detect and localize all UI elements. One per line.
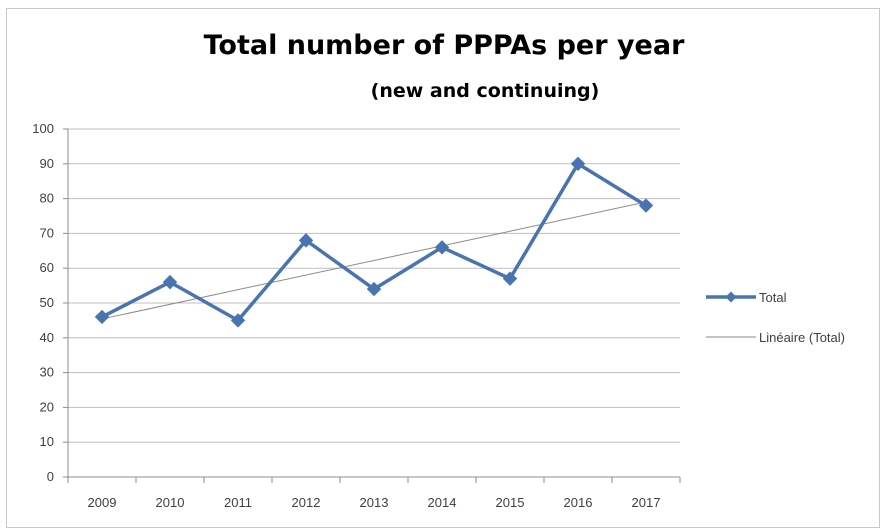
chart-title: Total number of PPPAs per year — [203, 30, 685, 61]
legend-label-trendline: Linéaire (Total) — [759, 330, 845, 345]
data-point — [434, 240, 450, 255]
y-tick-label: 20 — [40, 399, 54, 414]
y-tick-label: 40 — [40, 330, 54, 345]
trendline — [101, 201, 647, 320]
data-point — [298, 233, 314, 248]
data-point — [638, 198, 654, 213]
x-tick-label: 2015 — [496, 495, 525, 510]
legend-label-total: Total — [759, 290, 787, 305]
x-tick-label: 2014 — [428, 495, 457, 510]
y-tick-label: 100 — [32, 121, 54, 136]
x-tick-label: 2009 — [88, 495, 117, 510]
data-point — [162, 274, 178, 290]
y-tick-label: 70 — [40, 225, 54, 240]
y-tick-label: 50 — [40, 295, 54, 310]
x-axis: 2009 2010 2011 2012 2013 2014 2015 2016 2017 — [67, 477, 681, 510]
data-point — [570, 156, 586, 172]
gridlines — [68, 128, 680, 478]
x-tick-label: 2012 — [292, 495, 321, 510]
data-point — [230, 313, 246, 328]
legend: Total Linéaire (Total) — [706, 290, 845, 345]
y-tick-label: 10 — [40, 434, 54, 449]
x-tick-label: 2017 — [632, 495, 661, 510]
series-group — [94, 156, 654, 328]
chart-subtitle: (new and continuing) — [370, 80, 600, 102]
series-line-total — [101, 162, 647, 323]
legend-marker-total — [725, 291, 737, 303]
y-tick-label: 30 — [40, 365, 54, 380]
x-tick-label: 2011 — [224, 495, 252, 510]
y-tick-label: 80 — [40, 191, 54, 206]
trendline-group — [101, 201, 647, 320]
y-tick-label: 0 — [47, 469, 54, 484]
x-tick-label: 2016 — [564, 495, 593, 510]
data-point — [94, 309, 110, 325]
x-tick-label: 2010 — [156, 495, 185, 510]
y-tick-label: 60 — [40, 260, 54, 275]
data-point — [366, 281, 382, 297]
data-point — [502, 271, 518, 286]
x-tick-label: 2013 — [360, 495, 389, 510]
y-tick-label: 90 — [40, 156, 54, 171]
y-axis: 0 10 20 30 40 50 60 70 80 90 100 — [32, 121, 69, 484]
